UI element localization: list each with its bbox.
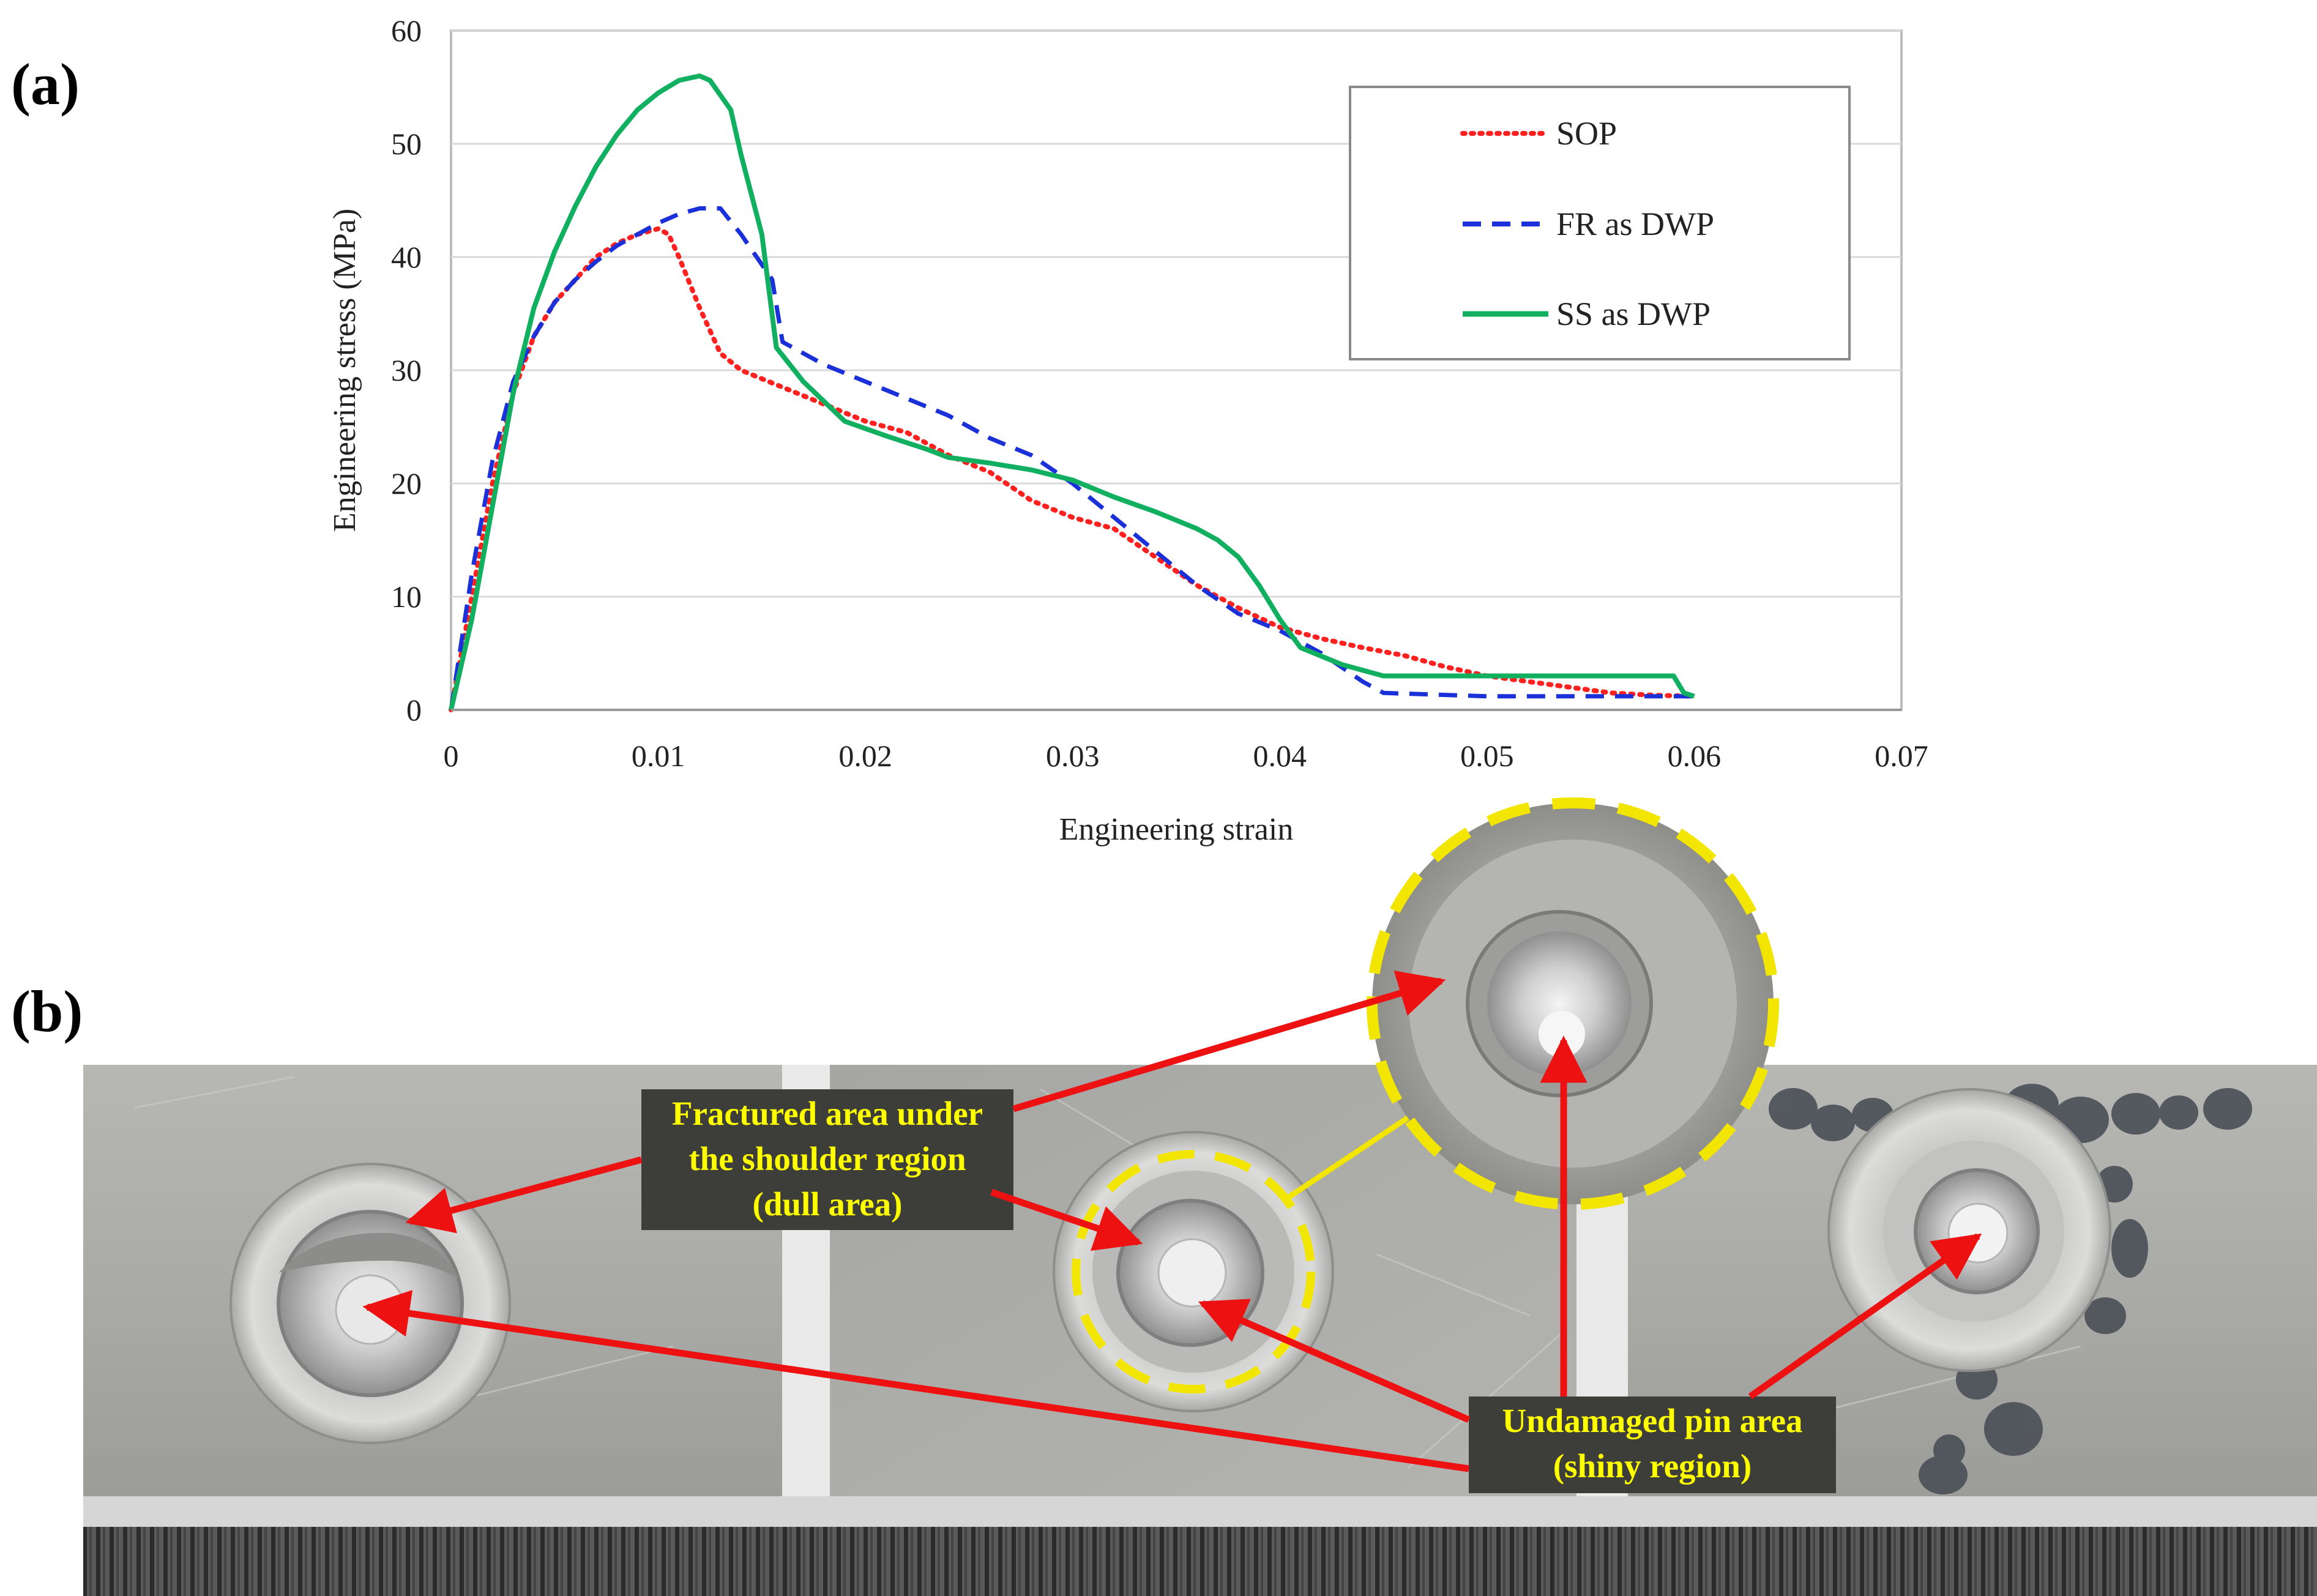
zoom-connector (1283, 1099, 1434, 1202)
arrow-undamaged-to-middle (1198, 1299, 1471, 1423)
x-tick-label: 0.01 (632, 739, 685, 773)
y-axis-title: Engineering stress (MPa) (327, 209, 362, 532)
x-tick-label: 0.07 (1875, 739, 1928, 773)
callout-fractured: Fractured area under the shoulder region… (641, 1089, 1013, 1230)
series-layer (449, 73, 1697, 712)
callout-undamaged: Undamaged pin area (shiny region) (1469, 1396, 1836, 1493)
x-axis-title: Engineering strain (1059, 812, 1294, 847)
callout-fractured-line2: the shoulder region (688, 1140, 966, 1177)
legend-label-fr: FR as DWP (1556, 206, 1714, 242)
x-tick-label: 0.04 (1253, 739, 1307, 773)
y-tick-label: 60 (391, 13, 422, 48)
zoom-inset (1367, 797, 1779, 1210)
ruler-body (83, 1496, 2317, 1527)
panel-label-b: (b) (11, 979, 83, 1044)
arrow-undamaged-to-left (362, 1289, 1469, 1472)
legend-box (1349, 86, 1851, 360)
y-tick-label: 40 (391, 240, 422, 274)
y-tick-labels: 0 10 20 30 40 50 60 (391, 13, 422, 727)
x-tick-label: 0 (444, 739, 459, 773)
arrow-fractured-to-left (405, 1156, 643, 1234)
x-tick-label: 0.05 (1460, 739, 1514, 773)
arrow-undamaged-to-right (1748, 1233, 1982, 1400)
callout-fractured-line1: Fractured area under (672, 1095, 983, 1132)
x-tick-label: 0.02 (838, 739, 892, 773)
x-tick-labels: 0 0.01 0.02 0.03 0.04 0.05 0.06 0.07 (444, 739, 1928, 773)
y-tick-label: 0 (406, 693, 422, 727)
arrow-fractured-to-middle (990, 1188, 1143, 1251)
y-tick-label: 20 (391, 466, 422, 501)
x-tick-label: 0.06 (1668, 739, 1722, 773)
callout-undamaged-line2: (shiny region) (1553, 1447, 1752, 1485)
series-line-ss-as-dwp (449, 73, 1695, 710)
series-line-sop (449, 226, 1697, 712)
arrow-fractured-to-zoom (1012, 970, 1446, 1113)
x-tick-label: 0.03 (1046, 739, 1100, 773)
highlight-circle-small (1072, 1150, 1315, 1393)
y-tick-label: 10 (391, 580, 422, 614)
y-tick-label: 50 (391, 127, 422, 161)
callout-undamaged-box (1469, 1396, 1836, 1493)
stress-strain-chart: 0 0.01 0.02 0.03 0.04 0.05 0.06 0.07 0 10 20 30 40 5… (327, 13, 1928, 847)
legend-label-ss: SS as DWP (1556, 296, 1711, 332)
ruler-ticks (83, 1527, 2317, 1596)
legend-label-sop: SOP (1556, 115, 1617, 152)
specimen-photo: Fractured area under the shoulder region… (83, 797, 2317, 1596)
callout-fractured-box (641, 1089, 1013, 1230)
callout-fractured-line3: (dull area) (753, 1185, 903, 1223)
legend: SOP FR as DWP SS as DWP (1349, 86, 1851, 360)
annotation-arrows (362, 970, 1982, 1472)
spot-weld-right (1827, 1088, 2111, 1372)
y-tick-label: 30 (391, 353, 422, 387)
panel-label-a: (a) (11, 51, 80, 117)
spot-weld-middle (1053, 1131, 1334, 1412)
callout-undamaged-line1: Undamaged pin area (1502, 1402, 1803, 1439)
gridlines (451, 29, 1901, 598)
